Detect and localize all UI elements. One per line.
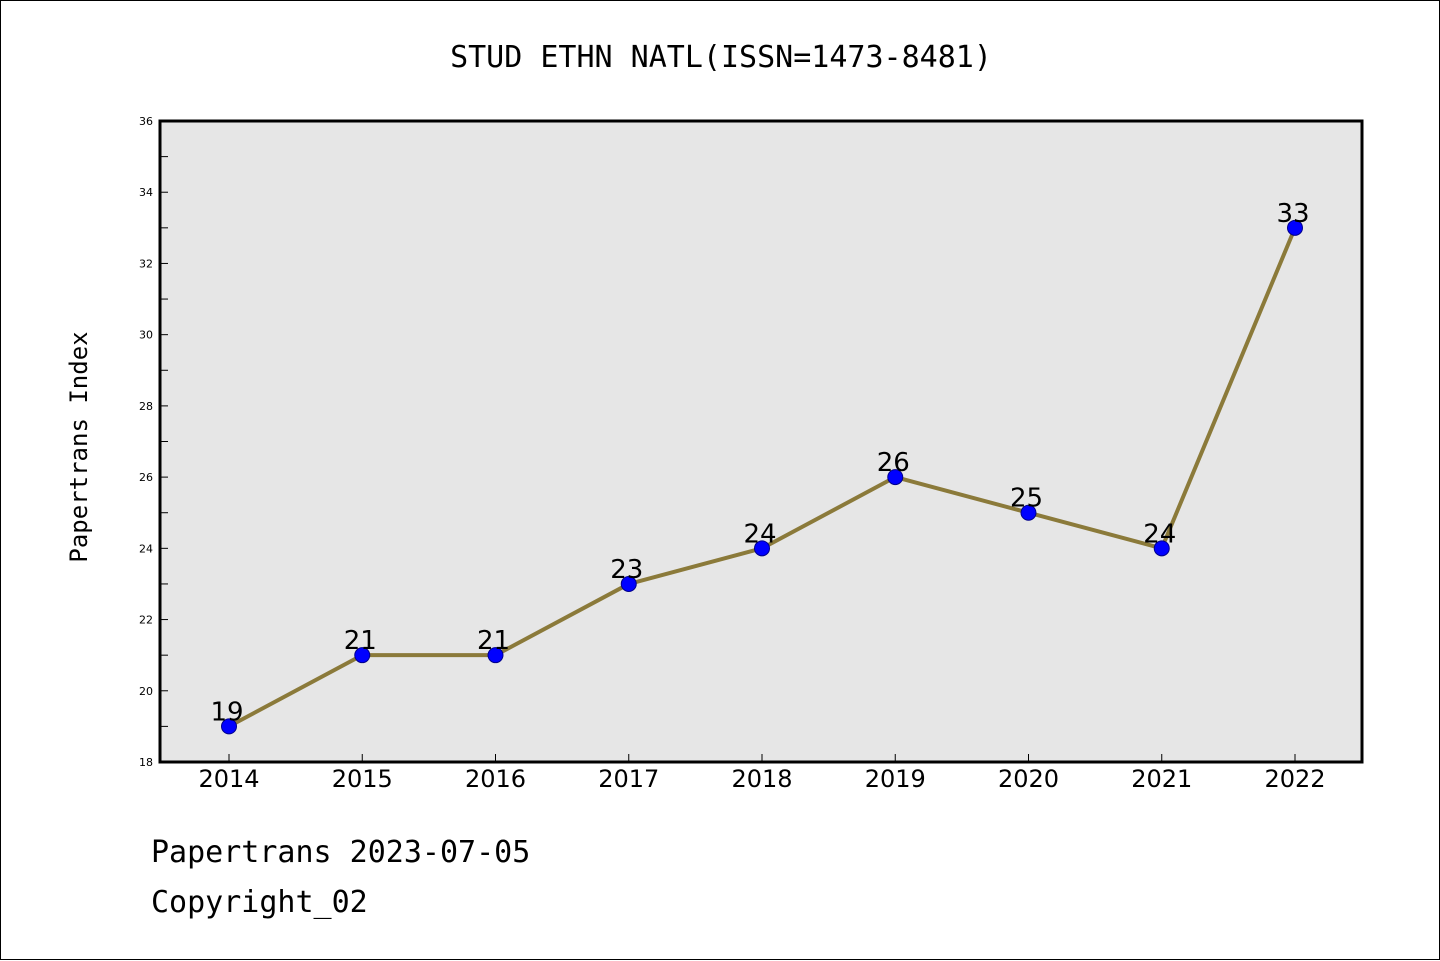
data-point xyxy=(487,647,504,664)
data-point xyxy=(1153,540,1170,557)
y-tick-label: 24 xyxy=(139,542,153,555)
data-point xyxy=(887,469,904,486)
series-layer xyxy=(221,219,1303,735)
data-label: 26 xyxy=(877,448,910,478)
data-point xyxy=(1287,219,1303,236)
footer-date-text: Papertrans 2023-07-05 xyxy=(151,835,531,870)
data-point xyxy=(1020,504,1037,521)
y-tick-label: 26 xyxy=(139,471,153,484)
y-tick-label: 30 xyxy=(139,329,153,342)
y-tick-label: 22 xyxy=(139,614,153,627)
data-label: 21 xyxy=(477,626,510,656)
x-axis: 2014 2015 2016 2017 2018 2019 2020 2021 2022 xyxy=(198,754,1326,793)
data-label: 24 xyxy=(743,519,776,549)
y-axis-label: Papertrans Index xyxy=(65,331,93,562)
data-label: 21 xyxy=(344,626,377,656)
y-tick-label: 34 xyxy=(139,186,153,199)
y-axis: 18 20 22 24 26 28 30 32 34 36 xyxy=(139,115,168,769)
data-label: 23 xyxy=(610,555,643,585)
data-label: 24 xyxy=(1143,519,1176,549)
y-tick-label: 32 xyxy=(139,257,153,270)
data-label: 33 xyxy=(1276,199,1309,229)
x-tick-label: 2019 xyxy=(865,765,926,793)
x-tick-label: 2014 xyxy=(198,765,259,793)
data-point xyxy=(354,647,371,664)
x-tick-label: 2020 xyxy=(998,765,1059,793)
chart-title: STUD ETHN NATL(ISSN=1473-8481) xyxy=(450,40,992,75)
data-labels: 19 21 21 23 24 26 25 24 33 xyxy=(210,199,1309,728)
footer-copyright-text: Copyright_02 xyxy=(151,885,368,920)
y-tick-label: 28 xyxy=(139,400,153,413)
y-tick-label: 20 xyxy=(139,685,153,698)
data-label: 19 xyxy=(210,697,243,727)
y-tick-label: 36 xyxy=(139,115,153,128)
x-tick-label: 2018 xyxy=(731,765,792,793)
x-tick-label: 2021 xyxy=(1131,765,1192,793)
x-tick-label: 2017 xyxy=(598,765,659,793)
data-point xyxy=(620,575,637,592)
x-tick-label: 2015 xyxy=(332,765,393,793)
data-label: 25 xyxy=(1010,484,1043,514)
x-tick-label: 2022 xyxy=(1264,765,1325,793)
x-tick-label: 2016 xyxy=(465,765,526,793)
data-point xyxy=(754,540,770,557)
y-tick-label: 18 xyxy=(139,756,153,769)
data-point xyxy=(221,718,237,735)
